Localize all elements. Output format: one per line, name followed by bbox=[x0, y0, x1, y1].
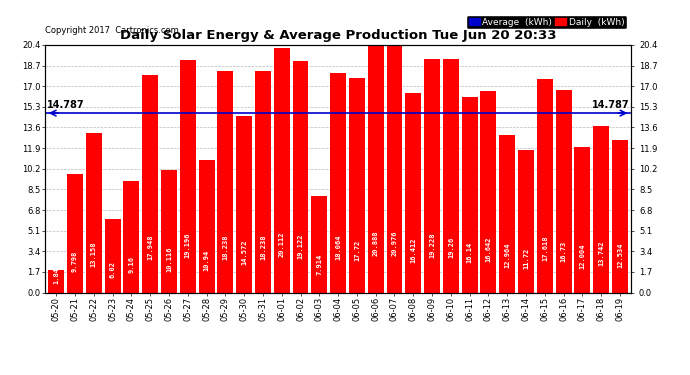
Text: Copyright 2017  Cartronics.com: Copyright 2017 Cartronics.com bbox=[45, 26, 179, 35]
Bar bbox=[555, 90, 572, 292]
Text: 16.642: 16.642 bbox=[486, 237, 491, 262]
Bar bbox=[255, 71, 271, 292]
Bar bbox=[161, 170, 177, 292]
Bar bbox=[537, 79, 553, 292]
Bar bbox=[368, 39, 384, 292]
Bar bbox=[349, 78, 365, 292]
Text: 14.787: 14.787 bbox=[47, 100, 84, 110]
Bar bbox=[274, 48, 290, 292]
Text: 17.948: 17.948 bbox=[147, 235, 153, 260]
Bar bbox=[424, 59, 440, 292]
Bar bbox=[124, 182, 139, 292]
Bar bbox=[518, 150, 534, 292]
Text: 19.196: 19.196 bbox=[185, 233, 190, 258]
Text: 1.848: 1.848 bbox=[53, 262, 59, 284]
Bar bbox=[179, 60, 196, 292]
Text: 10.116: 10.116 bbox=[166, 246, 172, 272]
Text: 20.112: 20.112 bbox=[279, 232, 285, 257]
Text: 11.72: 11.72 bbox=[523, 248, 529, 269]
Bar bbox=[575, 147, 591, 292]
Bar bbox=[311, 196, 327, 292]
Text: 13.742: 13.742 bbox=[598, 241, 604, 266]
Text: 12.004: 12.004 bbox=[580, 243, 586, 269]
Bar bbox=[405, 93, 422, 292]
Text: 13.158: 13.158 bbox=[90, 242, 97, 267]
Text: 12.964: 12.964 bbox=[504, 242, 511, 267]
Bar bbox=[142, 75, 158, 292]
Bar bbox=[199, 160, 215, 292]
Bar bbox=[593, 126, 609, 292]
Bar bbox=[480, 91, 497, 292]
Text: 19.26: 19.26 bbox=[448, 237, 454, 258]
Bar bbox=[330, 74, 346, 292]
Text: 18.238: 18.238 bbox=[222, 234, 228, 260]
Text: 20.888: 20.888 bbox=[373, 231, 379, 256]
Bar bbox=[104, 219, 121, 292]
Title: Daily Solar Energy & Average Production Tue Jun 20 20:33: Daily Solar Energy & Average Production … bbox=[120, 30, 556, 42]
Text: 16.14: 16.14 bbox=[466, 242, 473, 263]
Text: 16.73: 16.73 bbox=[561, 241, 566, 262]
Text: 17.618: 17.618 bbox=[542, 235, 548, 261]
Bar bbox=[217, 71, 233, 292]
Text: 9.798: 9.798 bbox=[72, 251, 78, 272]
Text: 19.228: 19.228 bbox=[429, 233, 435, 258]
Bar bbox=[386, 38, 402, 292]
Bar bbox=[293, 60, 308, 292]
Bar bbox=[86, 133, 101, 292]
Text: 20.976: 20.976 bbox=[391, 230, 397, 256]
Bar bbox=[462, 97, 477, 292]
Bar bbox=[236, 116, 252, 292]
Text: 18.064: 18.064 bbox=[335, 235, 341, 260]
Legend: Average  (kWh), Daily  (kWh): Average (kWh), Daily (kWh) bbox=[466, 15, 627, 29]
Text: 18.238: 18.238 bbox=[260, 234, 266, 260]
Bar bbox=[612, 140, 628, 292]
Bar bbox=[443, 59, 459, 292]
Text: 6.02: 6.02 bbox=[110, 261, 115, 278]
Text: 7.914: 7.914 bbox=[316, 254, 322, 275]
Text: 9.16: 9.16 bbox=[128, 256, 135, 273]
Text: 10.94: 10.94 bbox=[204, 249, 210, 270]
Text: 16.412: 16.412 bbox=[411, 237, 416, 262]
Text: 14.572: 14.572 bbox=[241, 240, 247, 265]
Bar bbox=[48, 270, 64, 292]
Text: 19.122: 19.122 bbox=[297, 233, 304, 259]
Bar bbox=[67, 174, 83, 292]
Bar bbox=[500, 135, 515, 292]
Text: 12.534: 12.534 bbox=[617, 243, 623, 268]
Text: 17.72: 17.72 bbox=[354, 239, 360, 261]
Text: 14.787: 14.787 bbox=[592, 100, 629, 110]
